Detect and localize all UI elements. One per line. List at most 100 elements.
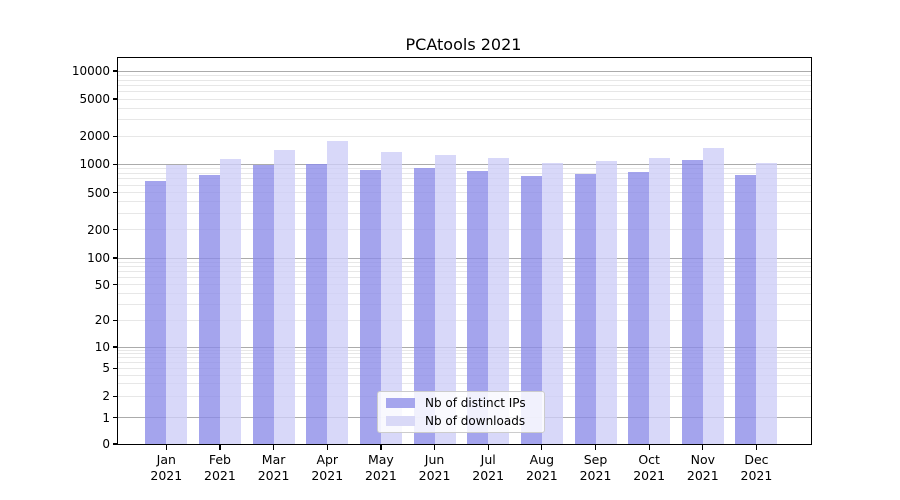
x-tick-label-line: 2021 (204, 468, 236, 483)
x-tick-label-line: Jun (424, 452, 445, 467)
legend-item-downloads: Nb of downloads (386, 415, 544, 427)
x-tick-label-line: Aug (529, 452, 555, 467)
y-tick-mark (112, 70, 117, 72)
legend-item-distinct-ips: Nb of distinct IPs (386, 397, 544, 409)
x-tick-mark (165, 445, 167, 450)
gridline-minor (118, 261, 811, 263)
gridline-minor (118, 172, 811, 174)
gridline-major (118, 163, 811, 165)
bar-distinct-ips (574, 174, 596, 444)
bar-distinct-ips (735, 174, 757, 444)
y-tick-mark (112, 135, 117, 137)
bar-distinct-ips (359, 170, 381, 444)
y-tick-mark (112, 395, 117, 397)
legend-swatch-distinct-ips-icon (386, 398, 415, 409)
gridline-minor (118, 84, 811, 86)
x-tick-mark (272, 445, 275, 450)
x-tick-label: Oct 2021 (617, 452, 681, 484)
legend-label-distinct-ips: Nb of distinct IPs (425, 396, 526, 411)
y-tick-label: 10 (94, 340, 110, 354)
bar-downloads (702, 148, 724, 444)
gridline-major (118, 346, 811, 348)
y-tick-mark (112, 163, 117, 165)
x-tick-label-line: 2021 (525, 468, 558, 483)
bar-downloads (488, 157, 510, 444)
bar-distinct-ips (306, 164, 328, 444)
x-tick-mark (219, 445, 221, 450)
y-tick-label: 2 (102, 389, 110, 404)
x-tick-mark (380, 445, 382, 450)
gridline-minor (118, 98, 811, 100)
x-tick-label: Aug 2021 (510, 452, 574, 484)
legend-swatch-downloads-icon (386, 415, 415, 426)
x-tick-label-line: 2021 (257, 468, 290, 483)
gridline-minor (118, 229, 811, 231)
gridline-minor (118, 91, 811, 93)
gridline-minor (118, 271, 811, 273)
y-tick-mark (112, 98, 117, 100)
y-tick-mark (112, 319, 117, 321)
x-tick-label: Jan 2021 (134, 452, 198, 484)
x-tick-label: Sep 2021 (564, 452, 628, 484)
y-tick-mark (112, 191, 117, 194)
gridline-minor (118, 304, 811, 306)
gridline-minor (118, 107, 811, 109)
y-tick-mark (112, 229, 117, 231)
x-tick-mark (541, 445, 543, 450)
y-tick-label: 20 (94, 313, 110, 328)
bar-downloads (273, 150, 295, 444)
y-tick-label: 1000 (79, 157, 110, 172)
gridline-minor (118, 353, 811, 355)
bar-distinct-ips (413, 167, 435, 444)
bar-distinct-ips (145, 180, 167, 444)
y-tick-label: 500 (87, 185, 110, 200)
x-tick-label: Feb 2021 (188, 452, 252, 484)
x-tick-label: Nov 2021 (671, 452, 735, 484)
y-tick-mark (112, 416, 117, 419)
y-tick-label: 5000 (79, 92, 110, 107)
y-tick-label: 1 (102, 410, 110, 425)
bar-distinct-ips (252, 164, 274, 444)
x-tick-label-line: Jan (156, 452, 176, 467)
y-tick-mark (112, 443, 117, 445)
bar-downloads (219, 159, 241, 444)
x-tick-label-line: 2021 (579, 468, 612, 483)
x-tick-mark (702, 445, 704, 450)
bar-distinct-ips (198, 175, 220, 444)
x-tick-label: Dec 2021 (724, 452, 788, 484)
x-tick-label-line: Jul (480, 452, 496, 467)
x-tick-label: Jun 2021 (403, 452, 467, 484)
x-tick-label-line: 2021 (150, 468, 183, 483)
gridline-minor (118, 277, 811, 279)
gridline-minor (118, 357, 811, 359)
x-tick-label-line: 2021 (740, 468, 773, 483)
bar-downloads (649, 157, 671, 444)
x-tick-label-line: May (367, 452, 394, 467)
bar-downloads (541, 162, 563, 444)
x-tick-label-line: Nov (690, 452, 715, 467)
gridline-minor (118, 292, 811, 294)
gridline-minor (118, 367, 811, 369)
gridline-minor (118, 192, 811, 193)
gridline-minor (118, 79, 811, 81)
x-tick-label: Mar 2021 (242, 452, 306, 484)
gridline-major (118, 70, 811, 72)
y-tick-label: 5 (102, 361, 110, 376)
bar-distinct-ips (628, 171, 650, 444)
x-tick-label: May 2021 (349, 452, 413, 484)
x-tick-label-line: Mar (261, 452, 286, 467)
gridline-minor (118, 201, 811, 203)
bar-distinct-ips (467, 170, 489, 444)
gridline-minor (118, 74, 811, 76)
y-tick-label: 50 (94, 277, 110, 292)
bar-downloads (756, 162, 778, 444)
y-tick-mark (112, 284, 117, 286)
x-tick-mark (594, 445, 597, 450)
gridline-minor (118, 319, 811, 321)
x-tick-label-line: 2021 (311, 468, 344, 483)
bar-distinct-ips (520, 176, 542, 444)
gridline-major (118, 257, 811, 259)
gridline-minor (118, 383, 811, 385)
x-tick-mark (487, 445, 489, 450)
